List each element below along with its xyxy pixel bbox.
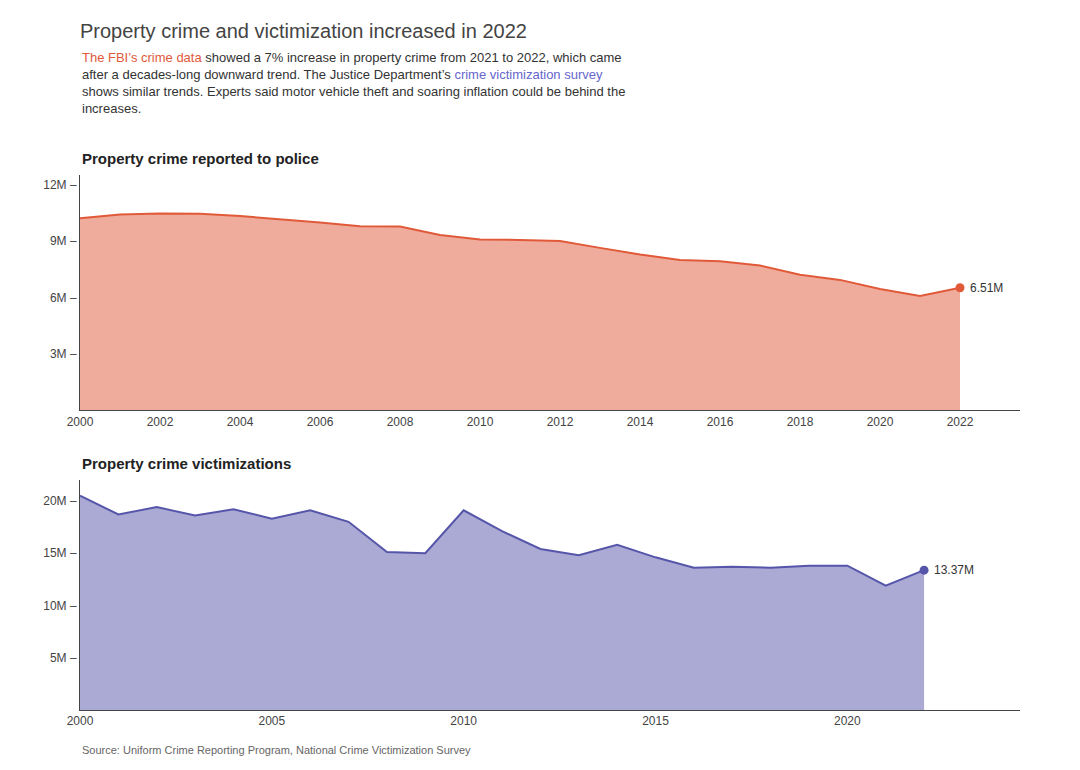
svg-text:13.37M: 13.37M [934, 563, 974, 577]
svg-text:3M –: 3M – [50, 347, 77, 361]
svg-text:2016: 2016 [707, 415, 734, 429]
svg-text:2005: 2005 [258, 714, 285, 728]
svg-text:2000: 2000 [67, 714, 94, 728]
svg-text:2018: 2018 [787, 415, 814, 429]
svg-text:Property crime and victimizati: Property crime and victimization increas… [80, 20, 527, 42]
svg-text:2002: 2002 [147, 415, 174, 429]
svg-text:10M –: 10M – [43, 599, 77, 613]
svg-text:2012: 2012 [547, 415, 574, 429]
svg-text:The FBI’s crime data showed a: The FBI’s crime data showed a 7% increas… [82, 50, 625, 116]
svg-text:15M –: 15M – [43, 546, 77, 560]
svg-text:20M –: 20M – [43, 494, 77, 508]
svg-text:12M –: 12M – [43, 178, 77, 192]
svg-text:2006: 2006 [307, 415, 334, 429]
svg-text:2010: 2010 [467, 415, 494, 429]
svg-text:6M –: 6M – [50, 291, 77, 305]
svg-text:2014: 2014 [627, 415, 654, 429]
svg-text:2000: 2000 [67, 415, 94, 429]
svg-text:Property crime victimizations: Property crime victimizations [82, 455, 291, 472]
svg-text:2004: 2004 [227, 415, 254, 429]
svg-text:9M –: 9M – [50, 234, 77, 248]
svg-text:2010: 2010 [450, 714, 477, 728]
svg-text:Property crime reported to pol: Property crime reported to police [82, 150, 319, 167]
svg-text:2008: 2008 [387, 415, 414, 429]
svg-text:2015: 2015 [642, 714, 669, 728]
svg-text:2020: 2020 [834, 714, 861, 728]
svg-text:5M –: 5M – [50, 651, 77, 665]
svg-text:Source: Uniform Crime Reportin: Source: Uniform Crime Reporting Program,… [82, 744, 471, 756]
svg-text:2020: 2020 [867, 415, 894, 429]
svg-text:2022: 2022 [947, 415, 974, 429]
svg-text:6.51M: 6.51M [970, 281, 1003, 295]
